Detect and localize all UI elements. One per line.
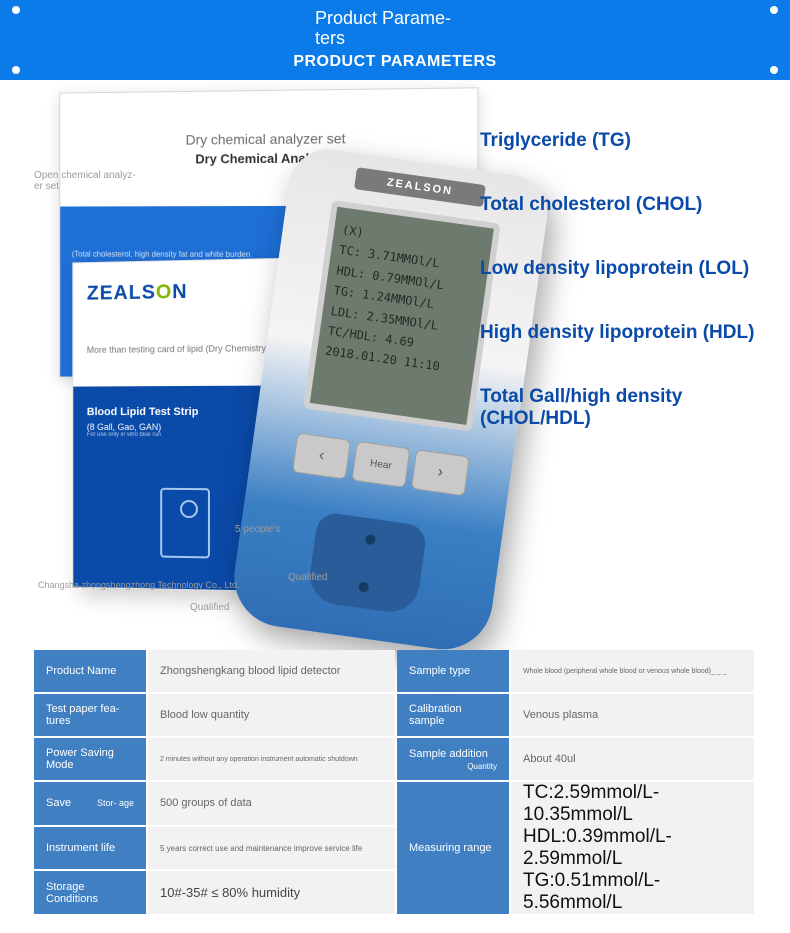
- measuring-line: TC:2.59mmol/L-10.35mmol/L: [523, 782, 742, 826]
- value-sample-type: Whole blood (peripheral whole blood or v…: [511, 650, 754, 692]
- device-btn-left[interactable]: ‹: [292, 432, 351, 479]
- device-btn-right[interactable]: ›: [411, 449, 470, 496]
- table-row: Test paper fea- tures Blood low quantity…: [34, 694, 754, 736]
- value-storage-conditions: 10#-35# ≤ 80% humidity: [148, 871, 395, 914]
- device-slot: [306, 511, 427, 615]
- label-power-saving: Power Saving Mode: [34, 738, 146, 780]
- box-back-line1: Dry chemical analyzer set: [186, 130, 346, 147]
- label-sample-addition-main: Sample addition: [409, 748, 488, 760]
- label-sample-addition-sub: Quantity: [467, 762, 497, 771]
- spec-table: Product Name Zhongshengkang blood lipid …: [34, 650, 754, 914]
- overlay-o3: Qualified: [288, 572, 327, 583]
- overlay-o5: Changsha zhongshengzhong Technology Co.,…: [38, 580, 240, 590]
- table-row: Product Name Zhongshengkang blood lipid …: [34, 650, 754, 692]
- overlay-o2: 5 people's: [235, 524, 280, 535]
- label-measuring-range: Measuring range: [397, 782, 509, 914]
- value-power-saving: 2 minutes without any operation instrume…: [148, 738, 395, 780]
- measuring-line: TG:0.51mmol/L-5.56mmol/L: [523, 870, 742, 914]
- header-title-cn: Product Parame- ters: [315, 9, 475, 49]
- label-storage-conditions: Storage Conditions: [34, 871, 146, 914]
- parameter-list: Triglyceride (TG) Total cholesterol (CHO…: [480, 130, 760, 430]
- param-item: High density lipoprotein (HDL): [480, 322, 760, 344]
- device-buttons: ‹ Hear ›: [283, 426, 478, 502]
- table-row-measuring: Save Stor- age 500 groups of data Instru…: [34, 782, 754, 914]
- device-btn-mid[interactable]: Hear: [351, 441, 410, 488]
- strip-icon: [160, 488, 210, 559]
- measuring-line: HDL:0.39mmol/L-2.59mmol/L: [523, 826, 742, 870]
- label-sample-type: Sample type: [397, 650, 509, 692]
- label-product-name: Product Name: [34, 650, 146, 692]
- box-front-logo: ZEALSON: [87, 279, 286, 305]
- overlay-o4: Qualified: [190, 602, 229, 613]
- label-sample-addition: Sample addition Quantity: [397, 738, 509, 780]
- logo-o: O: [156, 281, 172, 303]
- label-calibration: Calibration sample: [397, 694, 509, 736]
- device-brand: ZEALSON: [354, 167, 486, 207]
- param-item: Triglyceride (TG): [480, 130, 760, 152]
- label-test-paper: Test paper fea- tures: [34, 694, 146, 736]
- param-item: Total cholesterol (CHOL): [480, 194, 760, 216]
- logo-text: ZEALS: [87, 282, 156, 305]
- device-screen: (X) TC: 3.71MMOl/L HDL: 0.79MMOl/L TG: 1…: [303, 200, 501, 432]
- param-item: Total Gall/high density (CHOL/HDL): [480, 386, 760, 430]
- value-instrument-life: 5 years correct use and maintenance impr…: [148, 827, 395, 870]
- value-measuring-range: TC:2.59mmol/L-10.35mmol/L HDL:0.39mmol/L…: [511, 782, 754, 914]
- label-save: Save Stor- age: [34, 782, 146, 825]
- label-save-sub: Stor- age: [97, 798, 134, 808]
- value-test-paper: Blood low quantity: [148, 694, 395, 736]
- value-product-name: Zhongshengkang blood lipid detector: [148, 650, 395, 692]
- table-row: Power Saving Mode 2 minutes without any …: [34, 738, 754, 780]
- value-calibration: Venous plasma: [511, 694, 754, 736]
- label-instrument-life: Instrument life: [34, 827, 146, 870]
- value-save: 500 groups of data: [148, 782, 395, 825]
- param-item: Low density lipoprotein (LOL): [480, 258, 760, 280]
- product-area: Dry chemical analyzer set Dry Chemical A…: [0, 80, 790, 645]
- overlay-o1: Open chemical analyz- er set: [34, 170, 144, 192]
- value-sample-addition: About 40ul: [511, 738, 754, 780]
- header-title-en: PRODUCT PARAMETERS: [293, 53, 496, 71]
- logo-n: N: [172, 281, 187, 303]
- label-save-main: Save: [46, 797, 71, 809]
- box-front-cn: More than testing card of lipid (Dry Che…: [87, 343, 286, 355]
- header-banner: Product Parame- ters PRODUCT PARAMETERS: [0, 0, 790, 80]
